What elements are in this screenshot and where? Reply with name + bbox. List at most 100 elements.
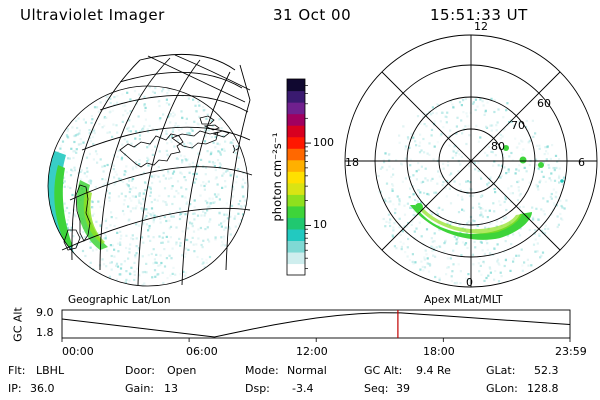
image-pixel (116, 95, 119, 98)
image-pixel (435, 246, 438, 249)
colorbar-unit-label: photon cm⁻²s⁻¹ (270, 132, 284, 222)
image-pixel (558, 174, 561, 177)
image-pixel (480, 207, 483, 210)
image-pixel (120, 263, 123, 266)
image-pixel (91, 118, 94, 121)
image-pixel (134, 207, 137, 210)
image-pixel (138, 192, 141, 196)
image-pixel (392, 167, 395, 170)
image-pixel (483, 279, 486, 282)
image-pixel (490, 150, 493, 153)
image-pixel (151, 181, 154, 185)
image-pixel (518, 164, 521, 167)
image-pixel (499, 203, 502, 206)
image-pixel (467, 273, 470, 276)
image-pixel (180, 172, 183, 175)
image-pixel (128, 179, 131, 182)
image-pixel (473, 220, 476, 223)
image-pixel (169, 225, 173, 228)
image-pixel (99, 101, 102, 104)
gain-value: 13 (164, 382, 178, 395)
image-pixel (119, 230, 122, 233)
image-pixel (82, 141, 85, 144)
image-pixel (152, 219, 155, 222)
image-pixel (234, 225, 237, 228)
image-pixel (399, 240, 402, 243)
image-pixel (209, 218, 212, 221)
image-pixel (148, 227, 151, 230)
image-pixel (178, 237, 181, 240)
image-pixel (218, 143, 221, 146)
image-pixel (436, 213, 439, 216)
image-pixel (109, 101, 112, 105)
image-pixel (487, 181, 490, 184)
image-pixel (133, 278, 136, 282)
image-pixel (504, 196, 507, 199)
image-pixel (555, 204, 558, 207)
image-pixel (111, 109, 115, 112)
image-pixel (130, 188, 133, 191)
image-pixel (407, 222, 410, 225)
image-pixel (479, 98, 482, 101)
image-pixel (143, 181, 147, 184)
image-pixel (124, 281, 127, 284)
image-pixel (243, 199, 246, 202)
image-pixel (127, 129, 130, 133)
image-pixel (493, 110, 496, 114)
image-pixel (494, 191, 497, 194)
image-pixel (191, 222, 194, 225)
image-pixel (538, 181, 541, 184)
image-pixel (452, 106, 455, 109)
image-pixel (553, 203, 556, 207)
image-pixel (85, 167, 89, 170)
image-pixel (183, 255, 186, 258)
image-pixel (134, 165, 137, 168)
image-pixel (484, 209, 487, 212)
image-pixel (444, 187, 447, 190)
image-pixel (201, 258, 204, 261)
image-pixel (226, 169, 229, 172)
image-pixel (382, 159, 385, 162)
image-pixel (137, 273, 141, 276)
image-pixel (104, 99, 108, 102)
image-pixel (460, 254, 463, 257)
image-pixel (424, 177, 427, 180)
image-pixel (165, 102, 168, 105)
image-pixel (125, 270, 128, 273)
image-pixel (517, 231, 520, 235)
image-pixel (115, 262, 119, 265)
image-pixel (452, 149, 455, 152)
image-pixel (97, 110, 100, 113)
image-pixel (442, 167, 445, 170)
image-pixel (137, 224, 140, 227)
image-pixel (398, 223, 401, 226)
image-pixel (385, 182, 389, 185)
image-pixel (127, 219, 130, 222)
image-pixel (421, 265, 424, 268)
image-pixel (455, 151, 458, 154)
image-pixel (389, 200, 392, 203)
image-pixel (142, 199, 145, 202)
image-pixel (437, 207, 440, 210)
image-pixel (479, 207, 482, 210)
image-pixel (391, 235, 395, 238)
image-pixel (229, 227, 232, 230)
colorbar-color-step (287, 240, 305, 253)
image-pixel (169, 121, 172, 124)
image-pixel (72, 150, 75, 153)
image-pixel (512, 257, 515, 260)
image-pixel (141, 283, 144, 286)
image-pixel (454, 220, 457, 223)
image-pixel (391, 234, 394, 237)
image-pixel (155, 253, 158, 256)
image-pixel (526, 258, 529, 261)
image-pixel (148, 86, 151, 89)
image-pixel (128, 197, 131, 200)
image-pixel (532, 243, 536, 246)
image-pixel (170, 215, 173, 218)
image-pixel (420, 149, 423, 152)
image-pixel (108, 199, 111, 202)
image-pixel (532, 218, 535, 221)
image-pixel (104, 178, 107, 181)
